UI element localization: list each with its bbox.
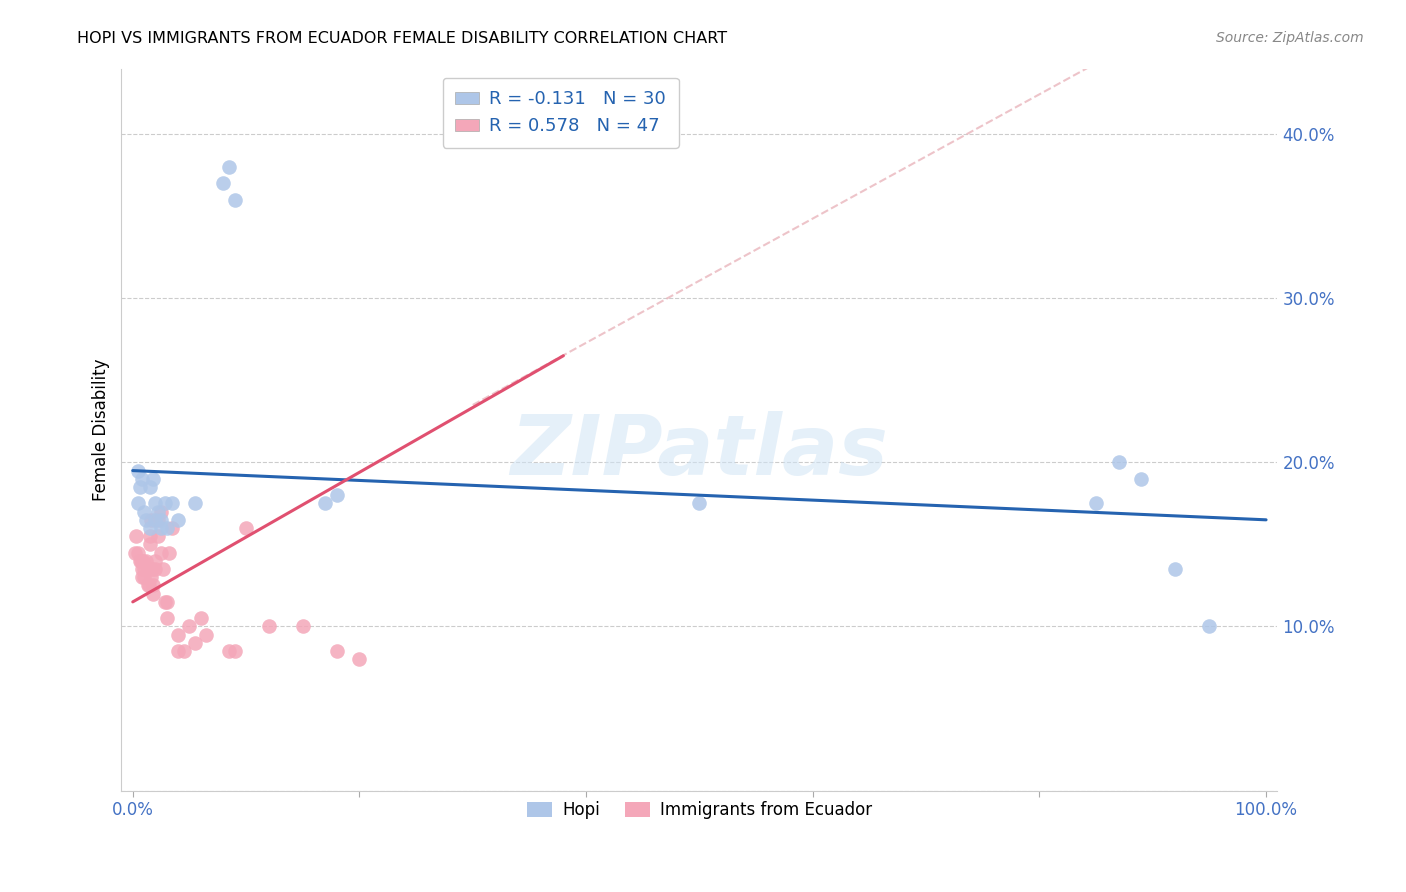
Point: [128, 554, 150, 568]
Point: [157, 546, 180, 560]
Point: [150, 546, 173, 560]
Point: [132, 505, 155, 519]
Point: [136, 562, 159, 576]
Point: [326, 644, 349, 658]
Point: [145, 554, 167, 568]
Point: [131, 570, 153, 584]
Point: [135, 554, 157, 568]
Point: [139, 521, 162, 535]
Point: [179, 619, 201, 633]
Point: [218, 644, 240, 658]
Point: [139, 570, 162, 584]
Point: [1108, 455, 1130, 469]
Point: [190, 611, 212, 625]
Legend: Hopi, Immigrants from Ecuador: Hopi, Immigrants from Ecuador: [520, 794, 879, 826]
Point: [212, 177, 235, 191]
Point: [145, 496, 167, 510]
Point: [131, 472, 153, 486]
Point: [162, 496, 184, 510]
Point: [127, 464, 149, 478]
Point: [141, 562, 163, 576]
Point: [139, 529, 162, 543]
Point: [184, 636, 207, 650]
Point: [146, 513, 169, 527]
Text: HOPI VS IMMIGRANTS FROM ECUADOR FEMALE DISABILITY CORRELATION CHART: HOPI VS IMMIGRANTS FROM ECUADOR FEMALE D…: [77, 31, 727, 46]
Point: [145, 513, 167, 527]
Point: [146, 505, 169, 519]
Point: [131, 562, 153, 576]
Point: [314, 496, 336, 510]
Point: [124, 546, 146, 560]
Point: [142, 587, 165, 601]
Point: [1130, 472, 1153, 486]
Point: [125, 529, 148, 543]
Point: [326, 488, 349, 502]
Point: [146, 529, 169, 543]
Point: [1164, 562, 1187, 576]
Point: [167, 513, 190, 527]
Point: [235, 521, 257, 535]
Point: [139, 537, 162, 551]
Point: [688, 496, 710, 510]
Point: [127, 546, 149, 560]
Point: [153, 595, 176, 609]
Point: [132, 570, 155, 584]
Point: [127, 496, 149, 510]
Point: [142, 578, 165, 592]
Point: [224, 644, 246, 658]
Point: [135, 513, 157, 527]
Point: [145, 562, 167, 576]
Point: [139, 480, 162, 494]
Text: Source: ZipAtlas.com: Source: ZipAtlas.com: [1216, 31, 1364, 45]
Point: [152, 562, 174, 576]
Point: [349, 652, 371, 666]
Point: [167, 644, 190, 658]
Point: [291, 619, 314, 633]
Point: [138, 578, 160, 592]
Point: [195, 628, 218, 642]
Point: [150, 505, 173, 519]
Point: [156, 595, 179, 609]
Point: [128, 480, 150, 494]
Point: [156, 521, 179, 535]
Point: [218, 160, 240, 174]
Point: [132, 562, 155, 576]
Point: [1198, 619, 1220, 633]
Point: [257, 619, 280, 633]
Point: [150, 513, 173, 527]
Point: [136, 578, 159, 592]
Point: [142, 472, 165, 486]
Y-axis label: Female Disability: Female Disability: [93, 359, 110, 500]
Point: [162, 521, 184, 535]
Point: [129, 554, 152, 568]
Point: [167, 628, 190, 642]
Point: [1085, 496, 1108, 510]
Point: [224, 193, 246, 207]
Point: [173, 644, 195, 658]
Point: [156, 611, 179, 625]
Point: [150, 521, 173, 535]
Point: [139, 513, 162, 527]
Point: [132, 554, 155, 568]
Text: ZIPatlas: ZIPatlas: [510, 410, 889, 491]
Point: [153, 496, 176, 510]
Point: [184, 496, 207, 510]
